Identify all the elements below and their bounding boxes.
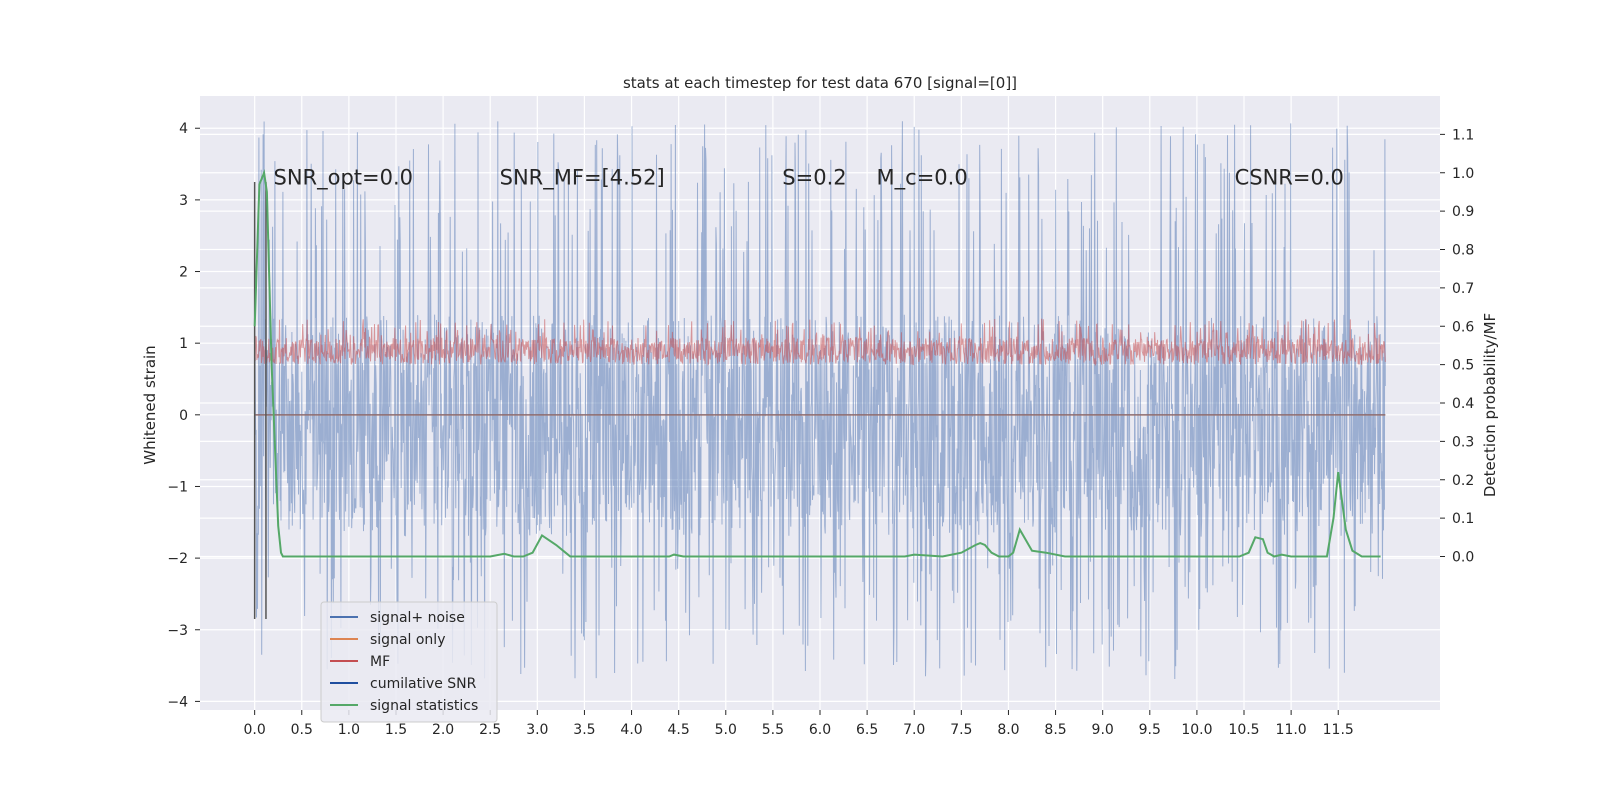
x-tick-label: 1.5 [385, 722, 407, 738]
x-tick-label: 8.5 [1044, 722, 1066, 738]
x-tick-label: 0.5 [291, 722, 313, 738]
y-left-tick-label: 2 [179, 265, 188, 281]
x-tick-label: 1.0 [338, 722, 360, 738]
chart-marks [253, 121, 1386, 680]
y-right-tick-label: 0.1 [1452, 511, 1474, 527]
right-axis-label: Detection probability/MF [1481, 313, 1499, 497]
y-left-tick-label: 3 [179, 193, 188, 209]
x-tick-label: 11.5 [1323, 722, 1354, 738]
series-signal-statistics [253, 169, 1381, 558]
annotations: SNR_opt=0.0 SNR_MF=[4.52] S=0.2 M_c=0.0 CSNR… [273, 165, 1343, 190]
x-tick-label: 8.0 [997, 722, 1019, 738]
legend-label: signal statistics [370, 698, 478, 714]
x-tick-label: 3.5 [573, 722, 595, 738]
x-tick-label: 5.5 [762, 722, 784, 738]
y-right-tick-label: 0.5 [1452, 358, 1474, 374]
y-right-tick-label: 0.6 [1452, 319, 1474, 335]
x-tick-label: 2.0 [432, 722, 454, 738]
x-tick-label: 9.0 [1092, 722, 1114, 738]
x-tick-label: 7.5 [950, 722, 972, 738]
chart-title: stats at each timestep for test data 670… [623, 74, 1017, 92]
y-left-tick-label: 0 [179, 408, 188, 424]
left-axis-label: Whitened strain [141, 345, 159, 464]
legend-box [320, 601, 498, 723]
annotation-label: S=0.2 [782, 165, 846, 189]
annotation-label: SNR_opt=0.0 [273, 165, 413, 190]
x-tick-label: 10.0 [1181, 722, 1212, 738]
x-tick-label: 4.0 [620, 722, 642, 738]
y-right-tick-label: 0.7 [1452, 281, 1474, 297]
legend-label: signal only [370, 632, 445, 648]
y-right-tick-label: 1.1 [1452, 127, 1474, 143]
y-left-tick-label: −2 [167, 551, 188, 567]
x-tick-label: 4.5 [668, 722, 690, 738]
x-tick-label: 3.0 [526, 722, 548, 738]
x-tick-label: 9.5 [1139, 722, 1161, 738]
y-left-tick-label: −3 [167, 623, 188, 639]
legend-label: MF [370, 654, 390, 670]
tick-labels: 0.0 0.5 1.0 1.5 2.0 2.5 3.0 3.5 4.0 4.5 5.0 5.5 6.0 6… [167, 121, 1474, 738]
y-left-tick-label: −1 [167, 479, 188, 495]
y-left-tick-label: 1 [179, 336, 188, 352]
x-tick-label: 10.5 [1228, 722, 1259, 738]
annotation-label: CSNR=0.0 [1235, 165, 1344, 189]
annotation-label: M_c=0.0 [877, 165, 968, 190]
x-tick-label: 2.5 [479, 722, 501, 738]
y-right-tick-label: 0.4 [1452, 396, 1474, 412]
legend-label: signal+ noise [370, 610, 465, 626]
y-left-tick-label: 4 [179, 121, 188, 137]
x-tick-label: 7.0 [903, 722, 925, 738]
y-right-tick-label: 0.3 [1452, 434, 1474, 450]
y-right-tick-label: 0.2 [1452, 473, 1474, 489]
legend: signal+ noise signal only MF cumilative SNR… [320, 601, 498, 723]
x-tick-label: 6.0 [809, 722, 831, 738]
annotation-label: SNR_MF=[4.52] [500, 165, 665, 190]
x-tick-label: 5.0 [715, 722, 737, 738]
series-mf [254, 318, 1386, 367]
y-left-tick-label: −4 [167, 694, 188, 710]
y-right-tick-label: 0.8 [1452, 243, 1474, 259]
legend-label: cumilative SNR [370, 676, 477, 692]
y-right-tick-label: 0.0 [1452, 550, 1474, 566]
x-tick-label: 11.0 [1276, 722, 1307, 738]
y-right-tick-label: 1.0 [1452, 166, 1474, 182]
x-tick-label: 6.5 [856, 722, 878, 738]
series-signal-noise [254, 121, 1386, 680]
y-right-tick-label: 0.9 [1452, 204, 1474, 220]
x-tick-label: 0.0 [244, 722, 266, 738]
